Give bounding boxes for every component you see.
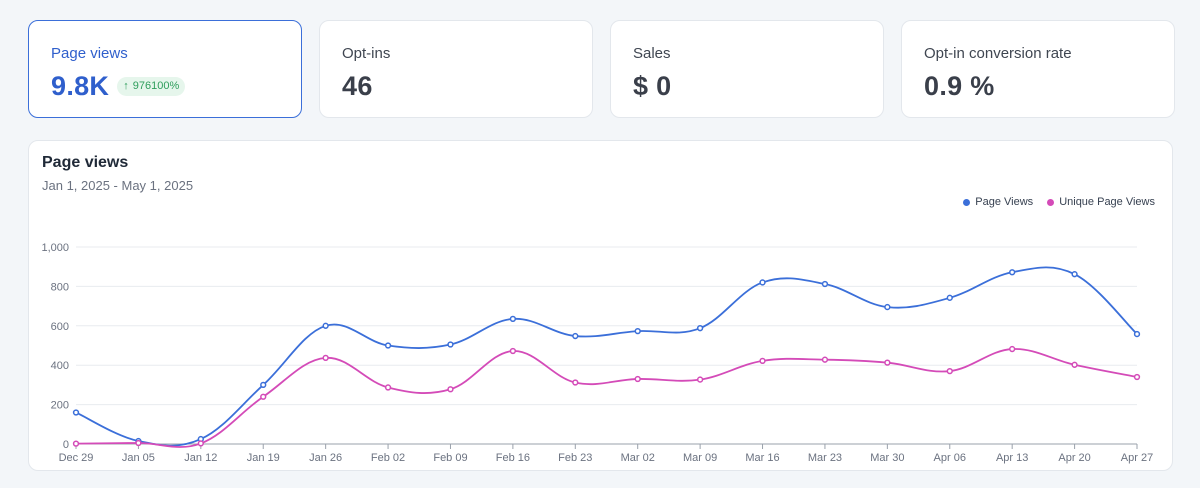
data-point-page-views bbox=[1133, 330, 1141, 338]
series-line-unique-page-views bbox=[75, 348, 1138, 448]
legend-item-unique-page-views[interactable]: Unique Page Views bbox=[1047, 196, 1155, 208]
data-point-unique-page-views bbox=[946, 367, 953, 375]
x-tick-label: Mar 16 bbox=[745, 452, 779, 464]
stat-value: $ 0 bbox=[633, 71, 672, 101]
y-tick-label: 0 bbox=[63, 439, 69, 451]
legend-dot-unique-page-views bbox=[1047, 198, 1055, 206]
data-point-unique-page-views bbox=[884, 359, 891, 366]
data-point-page-views bbox=[759, 279, 766, 286]
stat-label: Opt-ins bbox=[342, 45, 391, 62]
growth-badge-value: 976100% bbox=[132, 79, 180, 92]
x-tick-label: Apr 06 bbox=[934, 452, 966, 464]
stat-label: Sales bbox=[633, 45, 671, 62]
data-point-page-views bbox=[322, 322, 329, 329]
data-point-page-views bbox=[634, 327, 641, 335]
x-tick-label: Apr 20 bbox=[1058, 452, 1090, 464]
stat-card-opt-ins[interactable]: Opt-ins 46 bbox=[319, 20, 593, 118]
y-tick-label: 400 bbox=[51, 360, 69, 372]
data-point-page-views bbox=[884, 303, 891, 311]
legend-dot-page-views bbox=[963, 198, 971, 206]
data-point-unique-page-views bbox=[322, 354, 329, 362]
x-tick-label: Feb 16 bbox=[496, 452, 530, 464]
stat-card-conversion-rate[interactable]: Opt-in conversion rate 0.9 % bbox=[901, 20, 1175, 118]
x-tick-label: Dec 29 bbox=[59, 452, 94, 464]
x-tick-label: Mar 02 bbox=[621, 452, 655, 464]
y-tick-label: 800 bbox=[51, 281, 69, 293]
data-point-unique-page-views bbox=[1071, 361, 1078, 368]
data-point-unique-page-views bbox=[821, 356, 829, 363]
chart-title: Page views bbox=[42, 154, 129, 171]
stats-row: Page views 9.8K ↑ 976100% Opt-ins 46 Sal… bbox=[28, 20, 1175, 118]
data-point-page-views bbox=[447, 341, 454, 348]
x-tick-label: Jan 12 bbox=[184, 452, 217, 464]
data-point-page-views bbox=[384, 342, 392, 349]
y-tick-label: 1,000 bbox=[41, 242, 69, 254]
chart-date-range: Jan 1, 2025 - May 1, 2025 bbox=[42, 178, 194, 193]
legend-item-page-views[interactable]: Page Views bbox=[963, 196, 1033, 208]
stat-label: Opt-in conversion rate bbox=[924, 45, 1072, 62]
x-tick-label: Apr 27 bbox=[1121, 452, 1153, 464]
data-point-page-views bbox=[696, 325, 704, 332]
y-tick-label: 200 bbox=[51, 400, 69, 412]
data-point-page-views bbox=[509, 315, 517, 323]
x-tick-label: Jan 26 bbox=[309, 452, 342, 464]
data-point-unique-page-views bbox=[1133, 373, 1141, 381]
legend-label: Unique Page Views bbox=[1059, 196, 1155, 208]
arrow-up-icon: ↑ bbox=[123, 79, 129, 92]
x-tick-label: Mar 23 bbox=[808, 452, 842, 464]
data-point-unique-page-views bbox=[759, 357, 766, 365]
data-point-unique-page-views bbox=[260, 393, 267, 400]
data-point-page-views bbox=[1009, 269, 1016, 276]
data-point-unique-page-views bbox=[634, 375, 641, 383]
growth-badge: ↑ 976100% bbox=[117, 76, 186, 96]
data-point-unique-page-views bbox=[447, 386, 454, 393]
x-tick-label: Feb 09 bbox=[433, 452, 467, 464]
stat-value: 46 bbox=[342, 71, 373, 101]
y-tick-label: 600 bbox=[51, 321, 69, 333]
chart-legend: Page Views Unique Page Views bbox=[963, 196, 1155, 208]
data-point-page-views bbox=[1071, 271, 1078, 278]
x-tick-label: Jan 19 bbox=[247, 452, 280, 464]
data-point-unique-page-views bbox=[509, 347, 517, 355]
x-tick-label: Mar 09 bbox=[683, 452, 717, 464]
stat-value: 9.8K bbox=[51, 71, 110, 101]
data-point-unique-page-views bbox=[696, 376, 704, 383]
data-point-page-views bbox=[72, 409, 80, 416]
data-point-unique-page-views bbox=[135, 439, 142, 447]
stat-card-page-views[interactable]: Page views 9.8K ↑ 976100% bbox=[28, 20, 302, 118]
chart-card: Page views Jan 1, 2025 - May 1, 2025 Pag… bbox=[28, 140, 1173, 471]
stat-label: Page views bbox=[51, 45, 128, 62]
series-line-page-views bbox=[75, 266, 1138, 447]
data-point-unique-page-views bbox=[72, 440, 80, 447]
x-tick-label: Apr 13 bbox=[996, 452, 1028, 464]
x-tick-label: Jan 05 bbox=[122, 452, 155, 464]
data-point-unique-page-views bbox=[197, 440, 204, 447]
x-tick-label: Feb 02 bbox=[371, 452, 405, 464]
x-tick-label: Mar 30 bbox=[870, 452, 904, 464]
data-point-page-views bbox=[946, 294, 953, 301]
data-point-page-views bbox=[260, 381, 267, 389]
stat-card-sales[interactable]: Sales $ 0 bbox=[610, 20, 884, 118]
data-point-unique-page-views bbox=[384, 384, 392, 391]
data-point-unique-page-views bbox=[1009, 345, 1016, 353]
data-point-page-views bbox=[821, 280, 829, 288]
legend-label: Page Views bbox=[975, 196, 1034, 208]
line-chart: 0 200 400 600 800 1,000 Dec 29 Jan 05 Jan 12 Jan … bbox=[41, 242, 1153, 464]
data-point-page-views bbox=[572, 332, 579, 340]
data-point-unique-page-views bbox=[572, 379, 579, 386]
stat-value: 0.9 % bbox=[924, 71, 995, 101]
x-tick-label: Feb 23 bbox=[558, 452, 592, 464]
